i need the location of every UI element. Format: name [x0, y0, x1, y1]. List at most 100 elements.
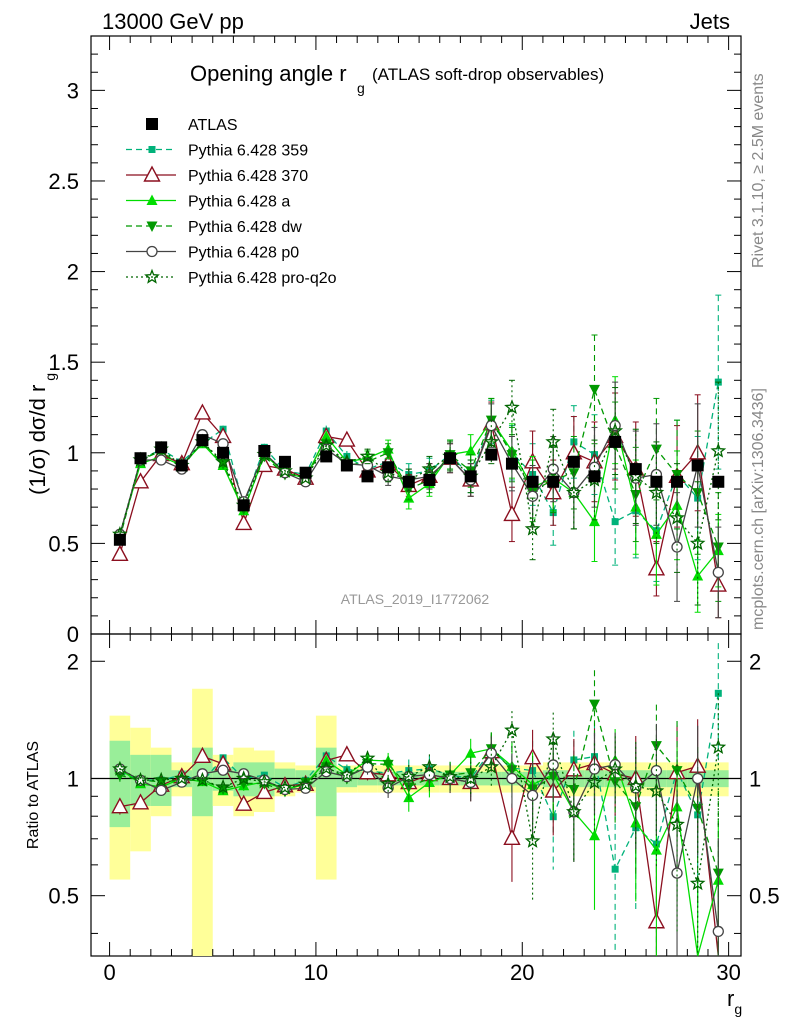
data-point	[318, 437, 335, 453]
xtick-label: 10	[304, 960, 328, 985]
ratio-point	[132, 771, 149, 787]
data-point	[483, 433, 500, 449]
data-point	[712, 566, 724, 579]
legend-marker	[146, 194, 158, 205]
ratio-point	[338, 766, 355, 782]
ratio-point	[131, 793, 150, 810]
data-point	[444, 452, 457, 465]
ratio-plot-frame	[90, 633, 742, 957]
xlabel: rg	[727, 986, 742, 1017]
ratio-point	[318, 760, 335, 776]
data-point	[526, 490, 539, 502]
mcplots-note: mcplots.cern.ch [arXiv:1306.3436]	[750, 388, 767, 630]
data-point	[504, 399, 520, 415]
ratio-point	[648, 782, 665, 798]
ratio-ytick-label: 1	[67, 766, 79, 791]
data-point	[320, 430, 332, 441]
main-ytick-label: 2	[67, 260, 79, 285]
legend-marker	[146, 221, 158, 232]
data-point	[712, 475, 725, 488]
ratio-ytick-label-right: 1	[749, 766, 761, 791]
data-point	[402, 475, 415, 488]
ratio-point	[255, 782, 274, 800]
data-point	[421, 460, 438, 476]
data-point	[588, 515, 600, 527]
main-title-extra: (ATLAS soft-drop observables)	[372, 65, 604, 84]
data-point	[235, 513, 253, 531]
data-point	[692, 570, 704, 581]
legend-label: Pythia 6.428 dw	[188, 219, 302, 236]
data-point	[193, 403, 212, 420]
ratio-point	[338, 745, 356, 762]
data-point	[320, 450, 333, 463]
data-point	[611, 518, 619, 526]
ratio-point	[611, 865, 619, 873]
main-title: Opening angle r	[190, 61, 347, 86]
ratio-point	[483, 758, 500, 774]
legend-label: Pythia 6.428 pro-q2o	[188, 270, 337, 287]
legend-marker	[146, 118, 158, 130]
series-line	[119, 387, 719, 548]
data-point	[565, 484, 582, 500]
ratio-point	[689, 875, 706, 891]
data-point	[382, 461, 395, 474]
ratio-point	[235, 794, 253, 811]
ratio-point	[712, 925, 724, 938]
ratio-point	[671, 867, 683, 879]
ratio-point	[153, 771, 170, 787]
data-point	[215, 453, 231, 469]
main-ytick-label: 3	[67, 78, 79, 103]
data-point	[361, 470, 374, 483]
data-point	[217, 446, 230, 459]
main-ytick-label: 0	[67, 622, 79, 647]
data-point	[131, 472, 150, 489]
legend-label: Pythia 6.428 a	[188, 194, 290, 211]
data-point	[607, 422, 624, 438]
data-point	[465, 444, 477, 456]
data-point	[547, 475, 560, 488]
data-point	[588, 470, 601, 483]
data-point	[299, 466, 312, 479]
main-ytick-label: 2.5	[48, 169, 79, 194]
data-point	[237, 499, 250, 512]
series-0	[113, 434, 725, 546]
legend-item: Pythia 6.428 370	[126, 165, 308, 185]
data-point	[567, 455, 580, 468]
legend-label: Pythia 6.428 370	[188, 168, 308, 185]
header-right: Jets	[690, 9, 730, 34]
ratio-point	[359, 749, 376, 766]
ratio-point	[710, 738, 727, 755]
ratio-band-total	[192, 688, 213, 956]
ratio-point	[215, 778, 231, 794]
ratio-point	[462, 770, 479, 786]
legend-marker	[146, 245, 158, 258]
ratio-point	[112, 760, 128, 776]
ratio-point	[588, 829, 600, 841]
data-point	[111, 544, 129, 561]
data-point	[648, 484, 665, 500]
data-point	[464, 470, 477, 483]
data-point	[278, 455, 291, 468]
main-ylabel: (1/σ) dσ/d rg	[25, 373, 58, 495]
data-point	[277, 462, 293, 478]
ratio-ytick-label-right: 0.5	[749, 884, 780, 909]
header-left: 13000 GeV pp	[102, 9, 244, 34]
ratio-point	[297, 775, 314, 791]
ratio-point	[235, 770, 252, 786]
ratio-point	[524, 832, 541, 848]
ratio-point	[627, 777, 644, 793]
ratio-point	[382, 759, 394, 771]
ratio-point	[588, 699, 600, 711]
data-point	[526, 475, 539, 488]
series-line	[119, 419, 719, 578]
analysis-id: ATLAS_2019_I1772062	[341, 591, 490, 607]
data-point	[359, 448, 376, 464]
ratio-point	[111, 797, 129, 814]
data-point	[650, 475, 663, 488]
data-point	[710, 442, 727, 458]
data-point	[423, 473, 436, 486]
ratio-ytick-label: 0.5	[48, 884, 79, 909]
series-line	[119, 423, 719, 573]
xtick-label: 0	[103, 960, 115, 985]
